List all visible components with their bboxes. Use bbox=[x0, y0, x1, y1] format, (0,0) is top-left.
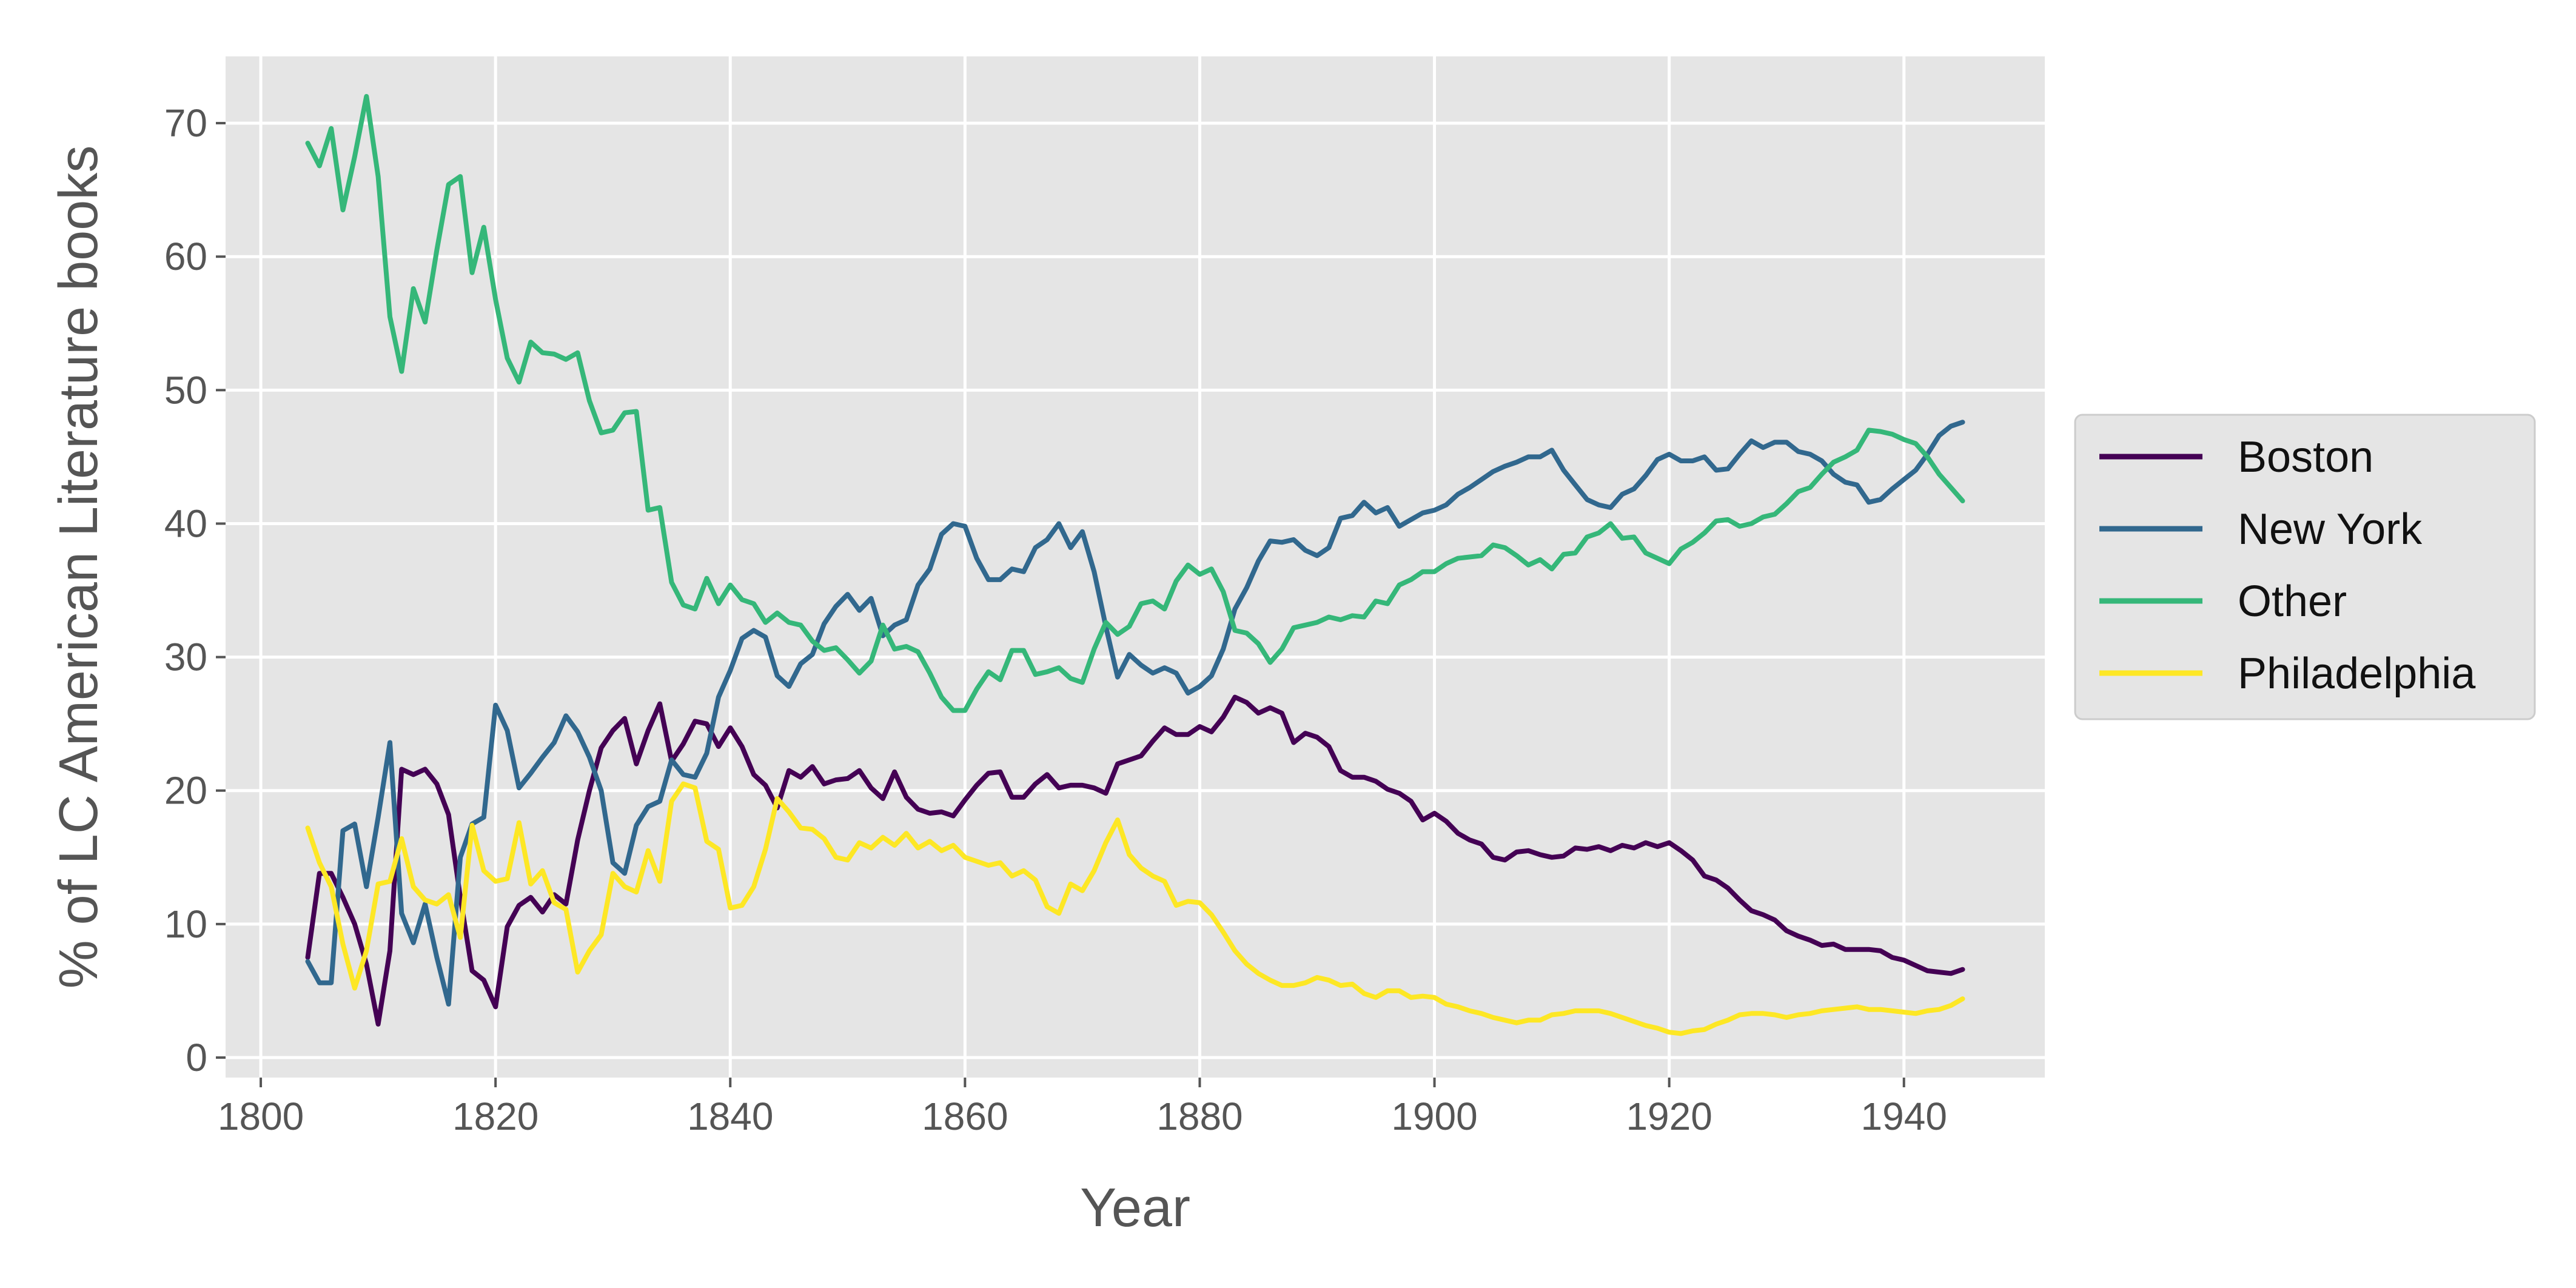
y-axis-label: % of LC American Literature books bbox=[49, 146, 109, 989]
plot-background bbox=[226, 56, 2045, 1078]
x-tick-label: 1920 bbox=[1626, 1095, 1712, 1138]
y-tick-label: 30 bbox=[164, 636, 207, 679]
legend-label-new-york: New York bbox=[2238, 505, 2423, 554]
y-tick-label: 50 bbox=[164, 368, 207, 412]
y-tick-label: 70 bbox=[164, 101, 207, 145]
y-tick-label: 20 bbox=[164, 769, 207, 813]
x-tick-label: 1900 bbox=[1391, 1095, 1477, 1138]
x-axis-label: Year bbox=[1080, 1178, 1190, 1238]
series-line-philadelphia bbox=[305, 781, 1965, 1036]
x-tick-label: 1800 bbox=[218, 1095, 304, 1138]
x-tick-label: 1840 bbox=[687, 1095, 773, 1138]
legend-label-boston: Boston bbox=[2238, 433, 2373, 481]
legend: Boston New York Other Philadelphia bbox=[2074, 414, 2536, 720]
grid-lines bbox=[226, 56, 2045, 1078]
x-tick-label: 1940 bbox=[1861, 1095, 1947, 1138]
y-tick-label: 10 bbox=[164, 902, 207, 946]
legend-label-philadelphia: Philadelphia bbox=[2238, 649, 2476, 698]
x-tick-label: 1880 bbox=[1156, 1095, 1243, 1138]
axis-ticks: 1800 1820 1840 1860 1880 1900 1920 1940 0 10 20 30 4… bbox=[164, 101, 1947, 1138]
legend-box bbox=[2074, 414, 2536, 720]
x-tick-label: 1860 bbox=[922, 1095, 1008, 1138]
series-line-boston bbox=[305, 694, 1965, 1027]
series-line-new-york bbox=[305, 420, 1965, 1007]
series-lines bbox=[305, 94, 1965, 1036]
y-tick-label: 60 bbox=[164, 235, 207, 278]
legend-label-other: Other bbox=[2238, 577, 2347, 626]
y-tick-label: 0 bbox=[186, 1036, 207, 1079]
y-tick-label: 40 bbox=[164, 501, 207, 545]
series-line-other bbox=[305, 94, 1965, 713]
x-tick-label: 1820 bbox=[452, 1095, 538, 1138]
